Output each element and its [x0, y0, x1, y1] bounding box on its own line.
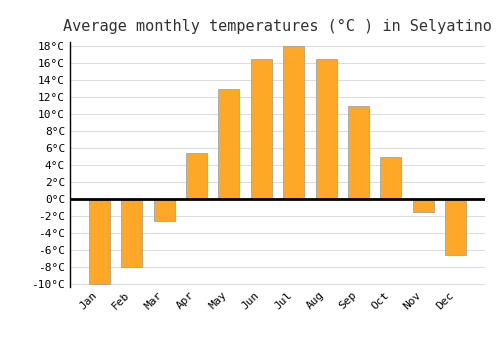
Bar	[445, 199, 466, 255]
Bar	[89, 199, 110, 285]
Bar	[380, 157, 402, 200]
Bar	[412, 199, 434, 212]
Bar	[186, 153, 207, 199]
Bar	[121, 199, 142, 267]
Bar	[348, 106, 369, 200]
Bar	[316, 59, 336, 199]
Bar	[218, 89, 240, 200]
Title: Average monthly temperatures (°C ) in Selyatino: Average monthly temperatures (°C ) in Se…	[63, 19, 492, 34]
Bar	[283, 46, 304, 200]
Bar	[251, 59, 272, 199]
Bar	[154, 199, 174, 220]
